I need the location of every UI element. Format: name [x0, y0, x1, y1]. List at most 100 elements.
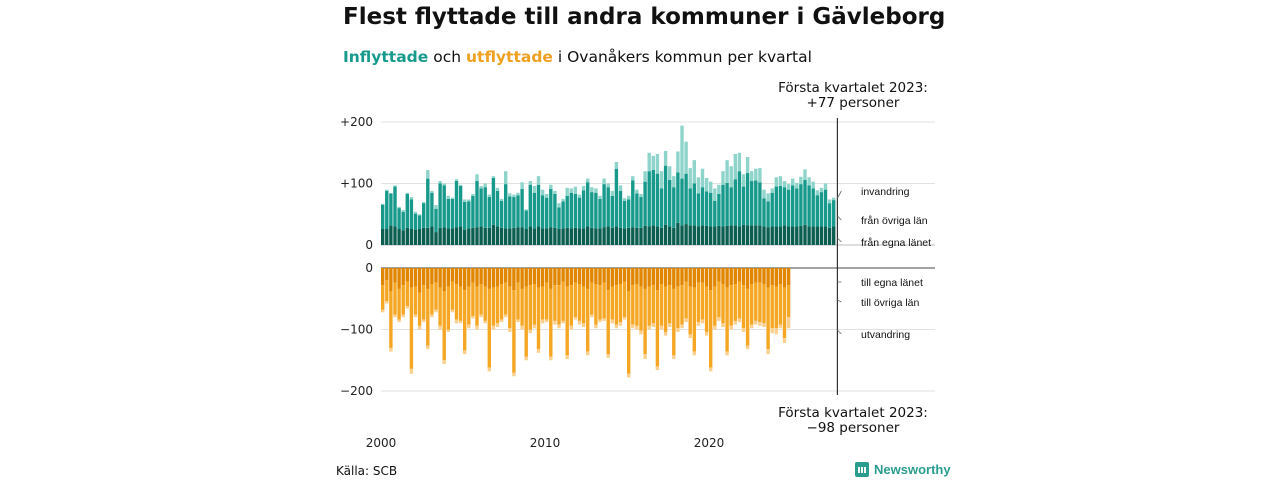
bar-out-ovriga [713, 286, 717, 326]
bar-out-utvandring [516, 319, 520, 323]
y-tick-label: 0 [365, 238, 373, 252]
bar-out-utvandring [417, 325, 422, 330]
bar-in-invandring [725, 160, 729, 183]
bar-in-invandring [745, 157, 750, 174]
bar-out-utvandring [499, 319, 504, 323]
bar-in-egna [622, 228, 627, 245]
bar-out-ovriga [479, 283, 483, 315]
bar-in-egna [713, 226, 717, 245]
bar-out-ovriga [495, 286, 500, 324]
bar-in-invandring [471, 193, 475, 196]
bar-out-utvandring [577, 320, 582, 325]
bar-in-egna [381, 229, 385, 245]
bar-out-egna [676, 268, 680, 287]
bar-out-ovriga [409, 287, 414, 369]
bar-in-invandring [647, 152, 651, 172]
bar-in-invandring [446, 195, 450, 199]
bar-out-egna [758, 268, 762, 283]
bar-out-ovriga [520, 288, 524, 326]
bar-in-ovriga [709, 192, 713, 227]
bar-out-egna [737, 268, 742, 282]
bar-in-egna [741, 224, 746, 245]
bar-out-ovriga [598, 285, 602, 320]
bar-in-egna [791, 226, 795, 245]
bar-out-ovriga [606, 290, 610, 355]
bar-in-invandring [692, 160, 696, 184]
bar-in-ovriga [532, 192, 537, 229]
y-tick-label: 0 [365, 261, 373, 275]
series-label-invandring: invandring [861, 186, 910, 198]
bar-out-ovriga [405, 281, 409, 307]
bar-out-ovriga [385, 280, 389, 302]
bar-in-egna [684, 224, 688, 245]
bar-in-invandring [565, 187, 569, 196]
bar-out-egna [643, 268, 647, 289]
chart-subtitle: Inflyttade och utflyttade i Ovanåkers ko… [343, 48, 812, 66]
bar-out-ovriga [434, 282, 438, 310]
bar-in-ovriga [655, 173, 660, 227]
bar-out-egna [561, 268, 565, 282]
bar-in-ovriga [540, 195, 545, 229]
bar-out-ovriga [778, 283, 783, 325]
bar-in-invandring [733, 153, 737, 180]
bar-in-invandring [827, 199, 832, 204]
bar-in-invandring [549, 184, 553, 190]
bar-in-ovriga [627, 199, 631, 228]
bar-out-egna [532, 268, 537, 284]
bar-in-egna [618, 227, 623, 245]
bar-out-utvandring [639, 330, 643, 335]
bar-out-ovriga [467, 286, 471, 325]
bar-out-ovriga [782, 287, 787, 339]
bar-out-egna [417, 268, 422, 293]
bar-in-invandring [536, 176, 541, 185]
bar-out-utvandring [725, 351, 729, 356]
bar-out-utvandring [434, 309, 438, 313]
bar-in-egna [606, 226, 610, 245]
bar-out-egna [729, 268, 733, 286]
bar-in-egna [823, 226, 828, 245]
bar-in-ovriga [704, 191, 709, 226]
bar-out-ovriga [524, 286, 528, 357]
bar-in-ovriga [692, 183, 696, 226]
bar-in-egna [430, 226, 434, 245]
subtitle-utflyttade: utflyttade [466, 48, 553, 66]
bar-in-egna [573, 227, 578, 245]
bar-out-ovriga [774, 286, 778, 329]
bar-in-invandring [606, 183, 610, 188]
bar-in-egna [590, 227, 594, 245]
bar-in-egna [745, 225, 750, 245]
bar-out-ovriga [549, 288, 553, 357]
bar-in-invandring [467, 199, 471, 202]
newsworthy-brand[interactable]: Newsworthy [855, 462, 951, 477]
bar-out-ovriga [758, 282, 762, 323]
bar-in-egna [774, 226, 778, 245]
bar-out-ovriga [483, 286, 487, 321]
bar-out-egna [725, 268, 729, 288]
bar-out-egna [606, 268, 610, 291]
bar-in-ovriga [450, 198, 455, 229]
bar-out-utvandring [643, 354, 647, 360]
bar-in-ovriga [569, 192, 573, 229]
bar-in-invandring [590, 187, 594, 193]
annotation-out-line2: −98 personer [807, 420, 900, 436]
bar-out-egna [454, 268, 459, 284]
bar-out-ovriga [475, 286, 479, 326]
bar-out-utvandring [598, 319, 602, 323]
bar-in-ovriga [766, 201, 770, 228]
bar-out-ovriga [540, 286, 545, 320]
bar-out-ovriga [565, 286, 569, 356]
bar-in-ovriga [434, 208, 438, 233]
bar-out-egna [696, 268, 701, 283]
bar-out-egna [774, 268, 778, 287]
bar-in-ovriga [573, 193, 578, 228]
bar-in-ovriga [811, 188, 815, 227]
bar-in-egna [643, 225, 647, 245]
bar-in-invandring [430, 190, 434, 193]
bar-out-utvandring [741, 328, 746, 332]
bar-in-ovriga [721, 184, 725, 227]
bar-out-ovriga [413, 286, 418, 315]
bar-out-utvandring [512, 372, 516, 377]
bar-out-utvandring [573, 317, 578, 320]
bar-in-egna [540, 228, 545, 245]
bar-in-invandring [479, 185, 483, 189]
